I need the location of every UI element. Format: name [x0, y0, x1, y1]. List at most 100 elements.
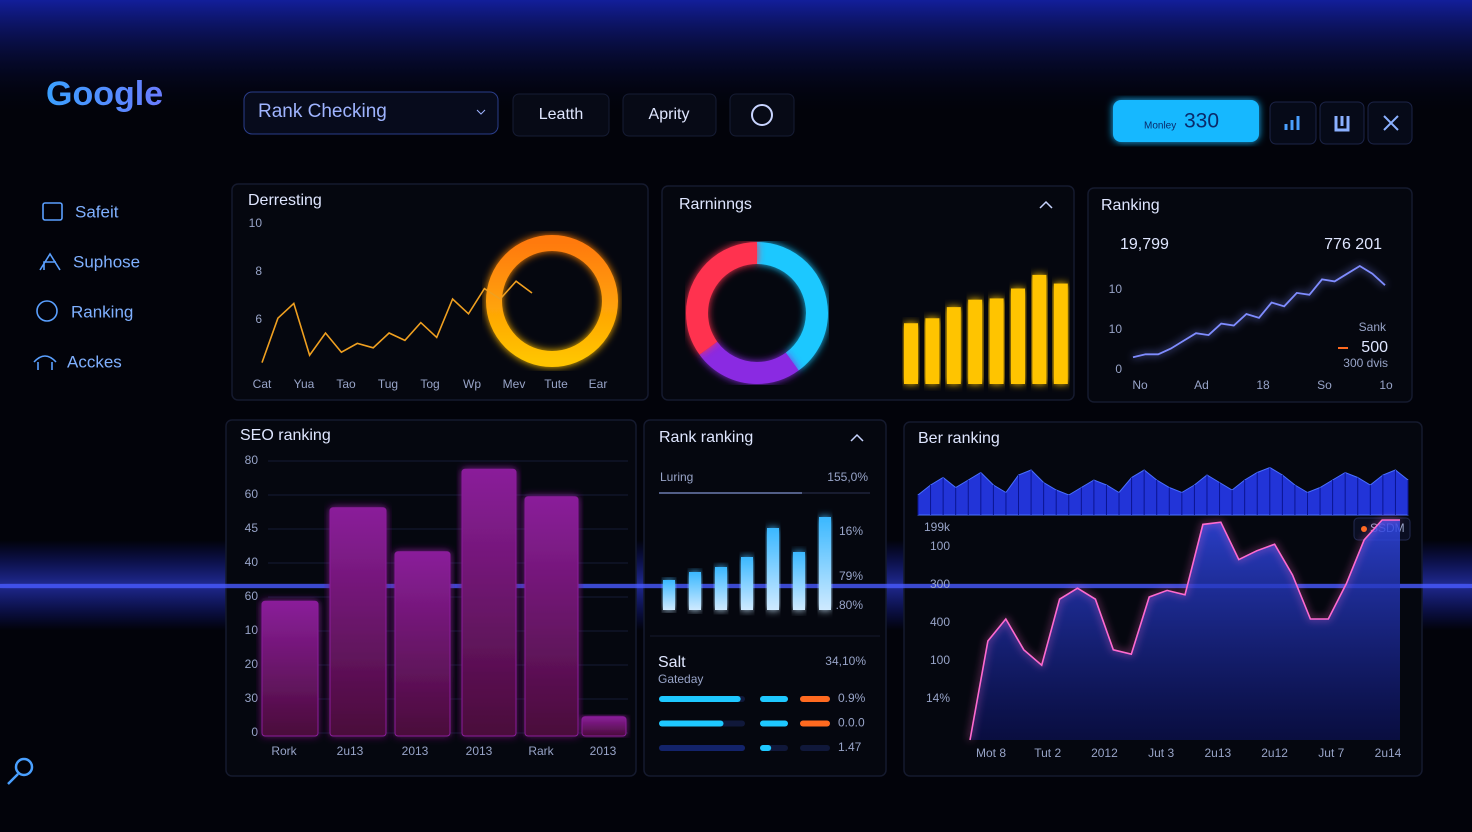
bar [689, 572, 701, 610]
y-tick-label: 0 [251, 725, 258, 739]
bar [1053, 283, 1068, 384]
bar [904, 323, 918, 384]
line [969, 519, 1400, 741]
x-tick-label: Tao [336, 377, 356, 391]
button-label: Leatth [539, 106, 583, 123]
nav-item: Suphose [73, 252, 140, 271]
bar [461, 468, 517, 737]
y-tick-label: 60 [245, 487, 259, 501]
icon [1334, 116, 1350, 132]
progress-fill [659, 720, 724, 727]
x-tick-label: Tog [420, 377, 439, 391]
annotation: Sank [1359, 320, 1387, 334]
y-tick-label: 30 [245, 691, 259, 705]
y-tick-label: 400 [930, 615, 950, 629]
progress-label: 0.0.0 [838, 716, 865, 730]
x-tick-label: Rark [528, 744, 554, 758]
chevron [1039, 200, 1053, 209]
y-tick-label: 10 [1109, 322, 1123, 336]
annotation: 300 dvis [1343, 356, 1388, 370]
panel-title: Ranking [1101, 197, 1160, 214]
x-tick-label: 2u14 [1375, 746, 1402, 760]
search-icon[interactable] [7, 757, 34, 785]
badge-value: 330 [1184, 110, 1219, 133]
panel-title: Ber ranking [918, 430, 1000, 447]
donut-segment [686, 242, 828, 384]
bar [793, 552, 805, 610]
y-tick-label: 100 [930, 653, 950, 667]
x-tick-label: Rork [271, 744, 297, 758]
button[interactable] [512, 93, 610, 137]
y-tick-label: 80 [245, 453, 259, 467]
bar [767, 528, 779, 610]
x-tick-label: Tute [544, 377, 568, 391]
legend-dot [1361, 526, 1367, 532]
y-tick-label: 14% [926, 691, 950, 705]
panel [231, 183, 649, 401]
x-tick-label: Tut 2 [1034, 746, 1061, 760]
donut-segment [686, 242, 828, 384]
stat: 19,799 [1120, 236, 1169, 253]
x-tick-label: Cat [253, 377, 272, 391]
panel-title: Derresting [248, 192, 322, 209]
progress-label: 1.47 [838, 740, 862, 754]
progress-fill [760, 745, 772, 751]
bar [819, 517, 831, 610]
progress-fill [800, 720, 830, 727]
x-tick-label: Jut 3 [1148, 746, 1174, 760]
icon [751, 104, 773, 126]
light-line [0, 584, 1472, 588]
side-label: .80% [836, 598, 864, 612]
x-tick-label: 2013 [466, 744, 493, 758]
bar [989, 298, 1004, 384]
bar [946, 307, 961, 384]
x-tick-label: 18 [1256, 378, 1270, 392]
dropdown-label: Rank Checking [258, 101, 387, 122]
bar [1032, 274, 1047, 384]
progress-fill [800, 696, 830, 702]
y-tick-label: 100 [930, 539, 950, 553]
bar [663, 580, 675, 610]
y-tick-label: 0 [1115, 362, 1122, 376]
search-button[interactable] [729, 93, 795, 137]
nav-icons [33, 202, 63, 370]
nav-item: Ranking [71, 302, 133, 321]
icon [1383, 115, 1399, 131]
x-tick-label: Mev [503, 377, 526, 391]
bar [1011, 288, 1025, 384]
button-label: Aprity [649, 106, 690, 123]
x-tick-label: 2012 [1091, 746, 1118, 760]
logo: Google [46, 75, 163, 113]
x-tick-label: 2u13 [337, 744, 364, 758]
bar [261, 600, 319, 737]
x-tick-label: 2u13 [1205, 746, 1232, 760]
corner-label: 199k [924, 520, 951, 534]
panel [643, 419, 887, 777]
bar [968, 299, 983, 384]
line [261, 280, 533, 363]
y-tick-label: 300 [930, 577, 950, 591]
x-tick-label: Wp [463, 377, 481, 391]
x-tick-label: So [1317, 378, 1332, 392]
button[interactable] [622, 93, 717, 137]
donut-ring [486, 235, 618, 367]
x-tick-label: Ear [589, 377, 608, 391]
nav-item: Safeit [75, 202, 119, 221]
badge-label: Monley [1144, 121, 1176, 132]
y-tick-label: 40 [245, 555, 259, 569]
stat: 776 201 [1324, 236, 1382, 253]
x-tick-label: Mot 8 [976, 746, 1006, 760]
side-label: 79% [839, 569, 863, 583]
y-tick-label: 6 [255, 312, 262, 326]
x-tick-label: No [1132, 378, 1148, 392]
x-tick-label: Jut 7 [1318, 746, 1344, 760]
bar [394, 551, 451, 737]
sub-title: Salt [658, 654, 686, 671]
badge[interactable] [1113, 100, 1259, 142]
dropdown[interactable] [243, 91, 499, 135]
x-tick-label: Tug [378, 377, 398, 391]
x-tick-label: 2013 [402, 744, 429, 758]
y-tick-label: 8 [255, 264, 262, 278]
x-tick-label: 1o [1379, 378, 1393, 392]
